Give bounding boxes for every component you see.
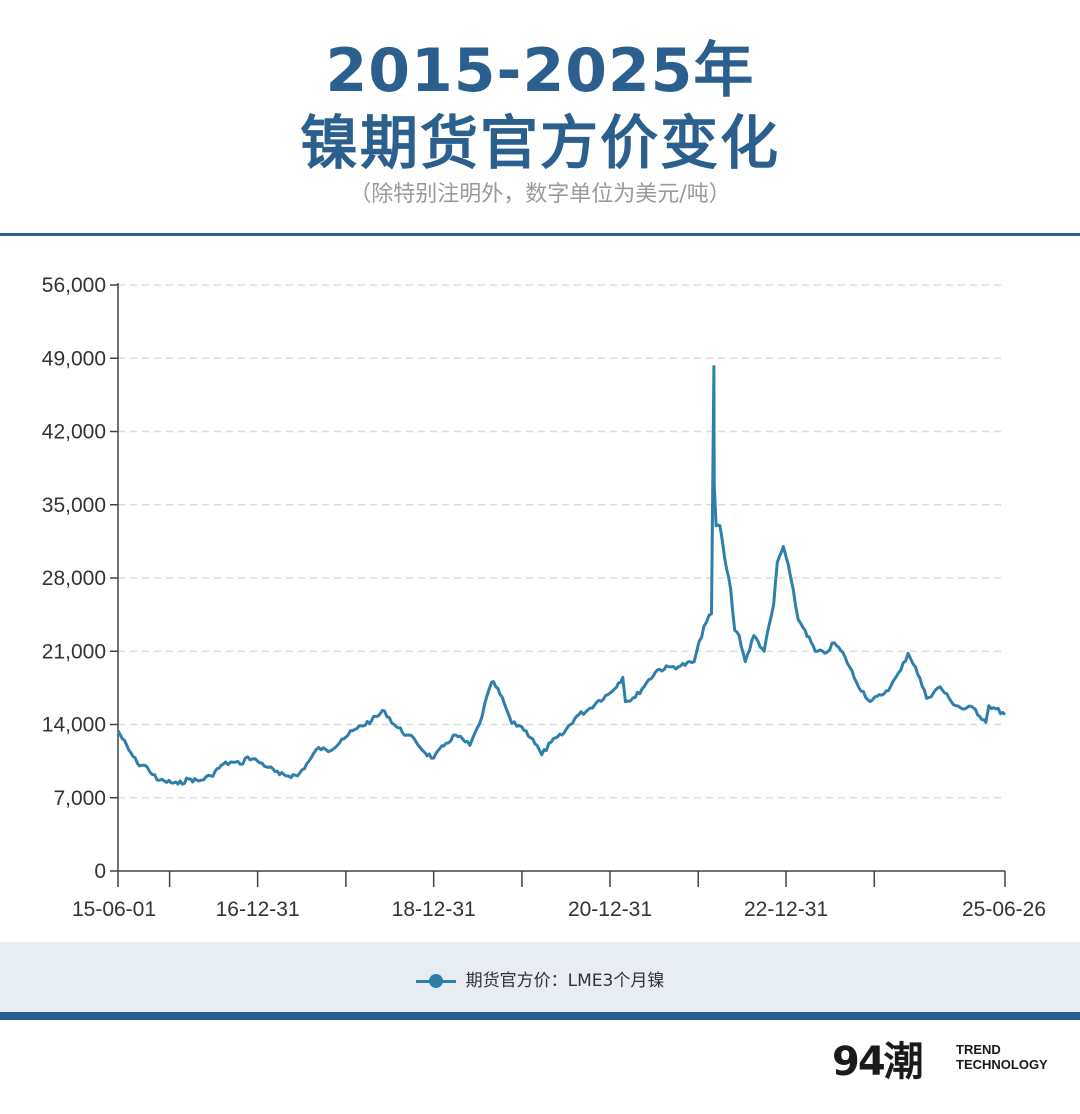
header-divider [0, 233, 1080, 236]
series-line [116, 365, 1007, 786]
brand-text-line2: TECHNOLOGY [956, 1057, 1048, 1072]
page-title-line2: 镍期货官方价变化 [299, 109, 780, 177]
x-tick-label: 16-12-31 [216, 898, 300, 921]
y-tick-label: 0 [94, 860, 106, 883]
x-tick-label: 20-12-31 [568, 898, 652, 921]
legend: 期货官方价：LME3个月镍 [0, 966, 1080, 991]
y-tick-label: 7,000 [53, 787, 106, 810]
legend-label: 期货官方价：LME3个月镍 [465, 971, 665, 991]
brand-text-line1: TREND [956, 1042, 1001, 1057]
y-tick-label: 49,000 [42, 347, 106, 370]
header: 2015-2025年 镍期货官方价变化 （除特别注明外，数字单位为美元/吨） [0, 0, 1080, 236]
y-tick-label: 56,000 [42, 274, 106, 297]
footer-bar [0, 1012, 1080, 1020]
axes: 0 7,000 14,000 21,000 28,000 35,000 42,000 49,0… [42, 274, 1046, 921]
x-tick-label: 18-12-31 [392, 898, 476, 921]
y-tick-label: 28,000 [42, 567, 106, 590]
grid-lines [118, 284, 1005, 799]
x-tick-label: 22-12-31 [744, 898, 828, 921]
x-tick-label: 15-06-01 [72, 898, 156, 921]
brand-mark: 94潮 [832, 1039, 924, 1085]
brand-logo: 94潮 TREND TECHNOLOGY [832, 1036, 1062, 1092]
y-tick-label: 21,000 [42, 640, 106, 663]
legend-band: 期货官方价：LME3个月镍 [0, 942, 1080, 1012]
line-chart: 0 7,000 14,000 21,000 28,000 35,000 42,000 49,0… [42, 274, 1046, 921]
y-tick-label: 42,000 [42, 421, 106, 444]
series-layer [116, 365, 1007, 786]
x-tick-label: 25-06-26 [962, 898, 1046, 921]
y-tick-label: 35,000 [42, 494, 106, 517]
page-title-line1: 2015-2025年 [325, 36, 755, 106]
page-subtitle: （除特别注明外，数字单位为美元/吨） [349, 182, 731, 207]
y-tick-label: 14,000 [42, 714, 106, 737]
legend-symbol-icon [415, 974, 456, 988]
brand-text: TREND TECHNOLOGY [956, 1042, 1048, 1072]
